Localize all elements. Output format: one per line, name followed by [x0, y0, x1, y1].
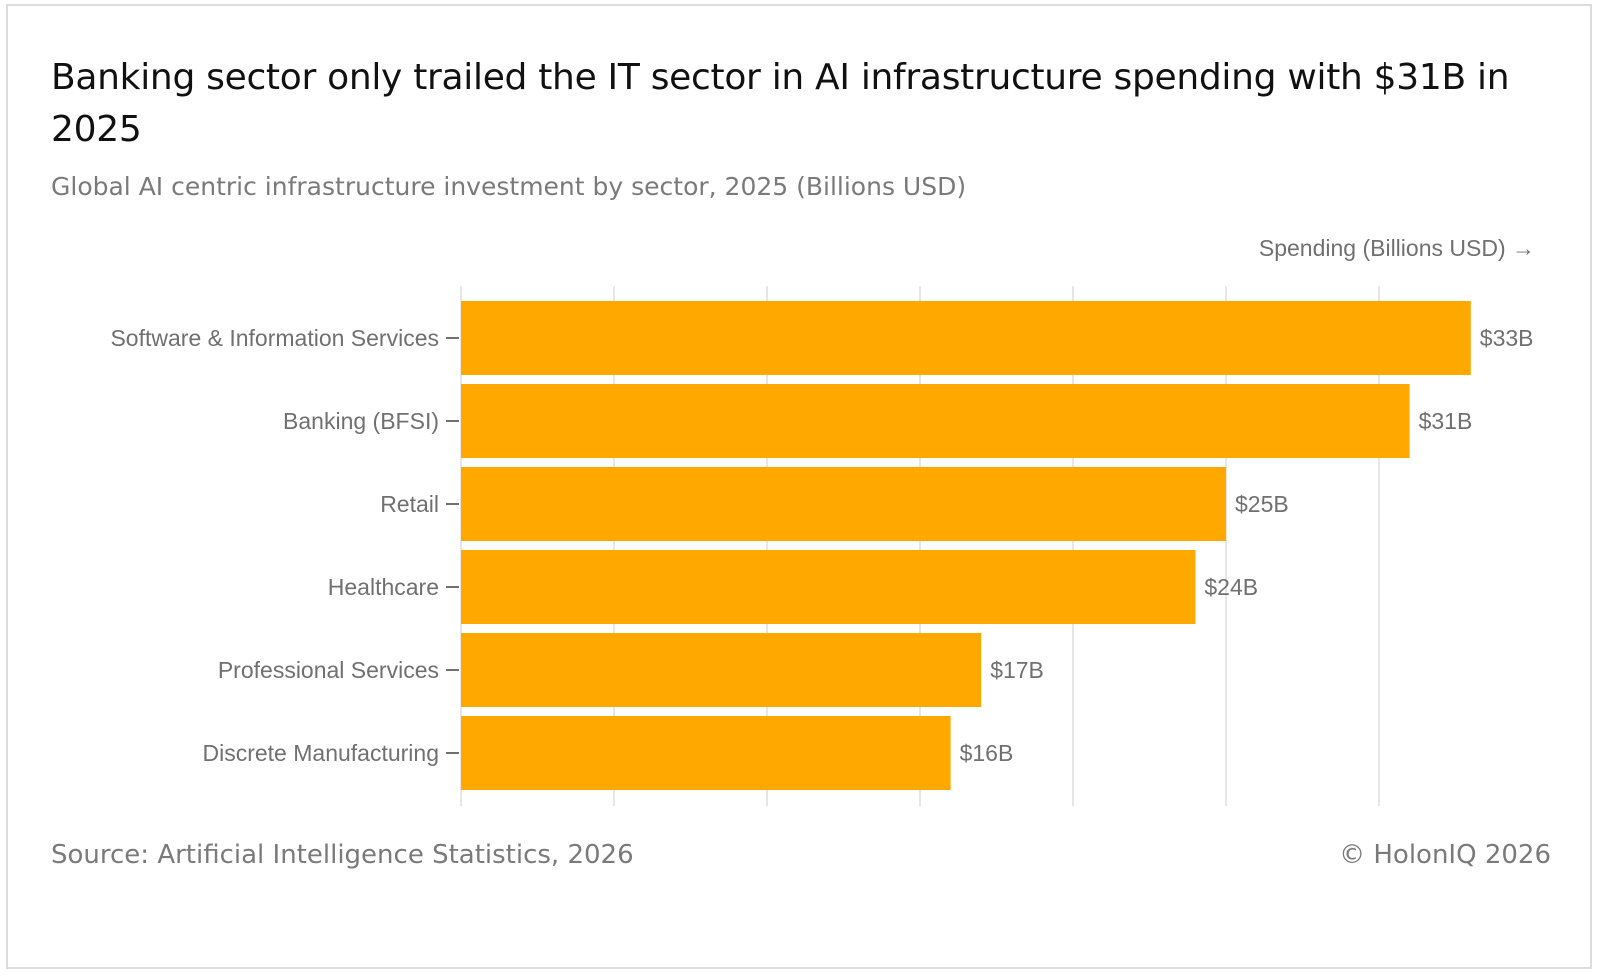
chart-title: Banking sector only trailed the IT secto…: [51, 57, 1510, 150]
data-label-1: $31B: [1419, 408, 1473, 434]
y-tick-label-4: Professional Services: [218, 657, 439, 683]
bar-3: [461, 550, 1196, 624]
y-tick-label-2: Retail: [380, 491, 439, 517]
y-tick-label-3: Healthcare: [328, 574, 439, 600]
bar-2: [461, 467, 1226, 541]
data-label-3: $24B: [1204, 574, 1258, 600]
bar-1: [461, 384, 1410, 458]
chart-subtitle: Global AI centric infrastructure investm…: [51, 172, 967, 201]
copyright-note: © HolonIQ 2026: [1339, 840, 1551, 870]
bar-4: [461, 633, 982, 707]
bar-0: [461, 301, 1471, 375]
bar-5: [461, 716, 951, 790]
data-label-0: $33B: [1480, 325, 1534, 351]
bars: Software & Information Services $33B Banki…: [110, 301, 1534, 790]
x-axis-title: Spending (Billions USD) →: [1259, 235, 1535, 261]
data-label-5: $16B: [960, 740, 1014, 766]
source-note: Source: Artificial Intelligence Statisti…: [51, 840, 634, 870]
data-label-2: $25B: [1235, 491, 1289, 517]
y-tick-label-0: Software & Information Services: [110, 325, 439, 351]
data-label-4: $17B: [990, 657, 1044, 683]
y-tick-label-5: Discrete Manufacturing: [203, 740, 440, 766]
y-tick-label-1: Banking (BFSI): [283, 408, 439, 434]
